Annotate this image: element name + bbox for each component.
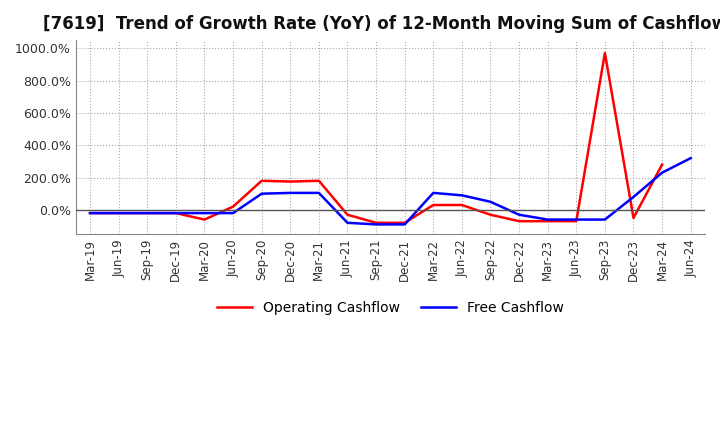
Free Cashflow [658, 170, 667, 175]
Free Cashflow [200, 210, 209, 216]
Free Cashflow [86, 210, 94, 216]
Operating Cashflow [229, 204, 238, 209]
Operating Cashflow [629, 215, 638, 220]
Operating Cashflow [600, 51, 609, 56]
Operating Cashflow [343, 212, 352, 217]
Line: Free Cashflow: Free Cashflow [90, 158, 690, 224]
Free Cashflow [372, 222, 380, 227]
Title: [7619]  Trend of Growth Rate (YoY) of 12-Month Moving Sum of Cashflows: [7619] Trend of Growth Rate (YoY) of 12-… [43, 15, 720, 33]
Operating Cashflow [315, 178, 323, 183]
Operating Cashflow [143, 210, 152, 216]
Operating Cashflow [372, 220, 380, 225]
Free Cashflow [400, 222, 409, 227]
Free Cashflow [114, 210, 123, 216]
Free Cashflow [143, 210, 152, 216]
Legend: Operating Cashflow, Free Cashflow: Operating Cashflow, Free Cashflow [212, 295, 569, 320]
Free Cashflow [572, 217, 580, 222]
Operating Cashflow [171, 210, 180, 216]
Operating Cashflow [257, 178, 266, 183]
Free Cashflow [257, 191, 266, 196]
Operating Cashflow [658, 162, 667, 167]
Operating Cashflow [544, 219, 552, 224]
Free Cashflow [486, 199, 495, 205]
Operating Cashflow [572, 219, 580, 224]
Operating Cashflow [457, 202, 466, 208]
Free Cashflow [286, 190, 294, 195]
Free Cashflow [544, 217, 552, 222]
Operating Cashflow [286, 179, 294, 184]
Line: Operating Cashflow: Operating Cashflow [90, 53, 662, 223]
Operating Cashflow [400, 220, 409, 225]
Operating Cashflow [200, 217, 209, 222]
Free Cashflow [315, 190, 323, 195]
Free Cashflow [429, 190, 438, 195]
Operating Cashflow [486, 212, 495, 217]
Free Cashflow [171, 210, 180, 216]
Free Cashflow [457, 193, 466, 198]
Free Cashflow [686, 155, 695, 161]
Operating Cashflow [429, 202, 438, 208]
Free Cashflow [229, 210, 238, 216]
Operating Cashflow [114, 210, 123, 216]
Operating Cashflow [515, 219, 523, 224]
Free Cashflow [515, 212, 523, 217]
Free Cashflow [629, 194, 638, 200]
Operating Cashflow [86, 210, 94, 216]
Free Cashflow [343, 220, 352, 225]
Free Cashflow [600, 217, 609, 222]
